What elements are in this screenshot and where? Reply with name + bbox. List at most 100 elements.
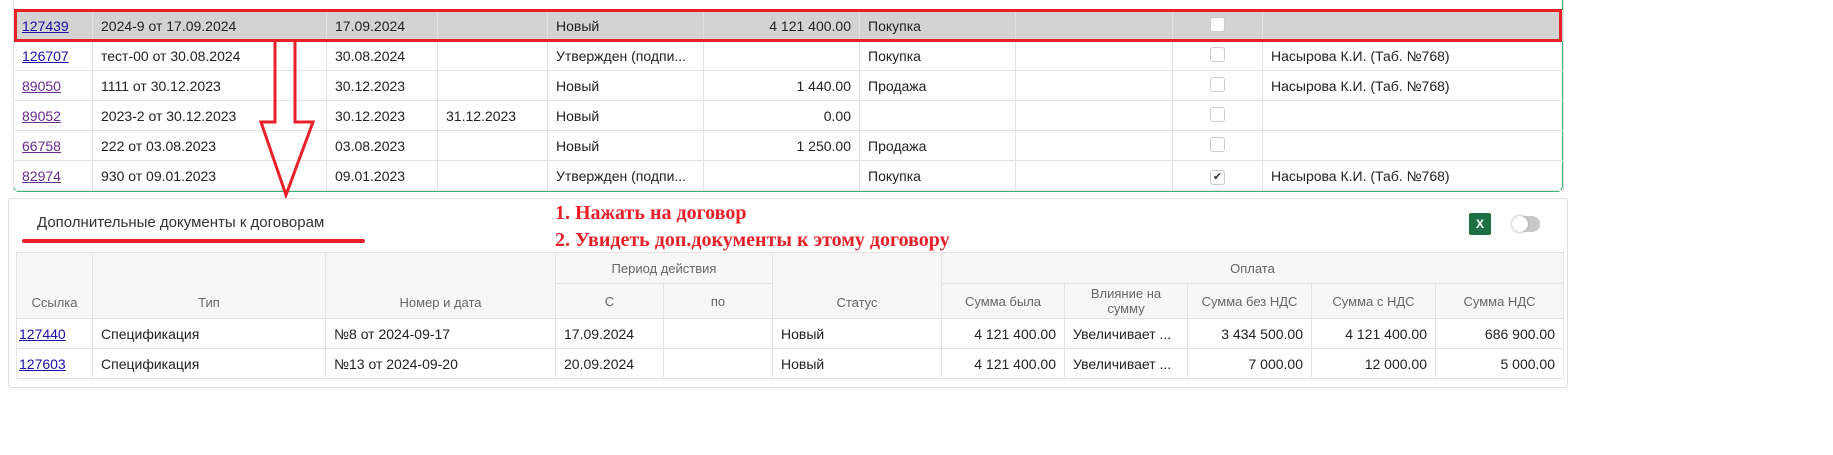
contract-link[interactable]: 126707 <box>22 47 69 64</box>
contract-row[interactable]: 89050 1111 от 30.12.2023 30.12.2023 Новы… <box>13 70 1564 101</box>
contract-link[interactable]: 89050 <box>22 77 61 94</box>
doc-effect: Увеличивает ... <box>1064 318 1188 349</box>
doc-sum-no-vat: 3 434 500.00 <box>1187 318 1312 349</box>
col-sum-was[interactable]: Сумма была <box>941 283 1065 319</box>
annotation-step-1: 1. Нажать на договор <box>555 202 747 224</box>
status: Утвержден (подпи... <box>547 160 704 191</box>
doc-vat: 686 900.00 <box>1435 318 1564 349</box>
date-to <box>437 130 548 161</box>
document-link[interactable]: 127603 <box>19 355 66 372</box>
extra <box>1015 70 1173 101</box>
row-checkbox[interactable] <box>1210 76 1225 92</box>
date-to <box>437 10 548 41</box>
responsible-person: Насырова К.И. (Таб. №768) <box>1262 40 1564 71</box>
date-to: 31.12.2023 <box>437 100 548 131</box>
document-row[interactable]: 127440 Спецификация №8 от 2024-09-17 17.… <box>16 318 1564 349</box>
doc-to <box>663 318 773 349</box>
amount: 1 250.00 <box>703 130 860 161</box>
additional-documents-table: Ссылка Тип Номер и дата Период действия … <box>16 252 1564 379</box>
doc-number-date: №13 от 2024-09-20 <box>325 348 556 379</box>
document-row[interactable]: 127603 Спецификация №13 от 2024-09-20 20… <box>16 348 1564 379</box>
contract-type: Продажа <box>859 70 1016 101</box>
contract-link[interactable]: 82974 <box>22 167 61 184</box>
row-checkbox[interactable]: ✔ <box>1210 169 1225 185</box>
panel-tab-title[interactable]: Дополнительные документы к договорам <box>37 214 325 231</box>
date-from: 30.12.2023 <box>326 70 438 101</box>
col-group-period: Период действия <box>555 252 773 284</box>
doc-type: Спецификация <box>92 318 326 349</box>
additional-documents-panel <box>8 198 1568 388</box>
extra <box>1015 160 1173 191</box>
contract-type: Продажа <box>859 130 1016 161</box>
contract-row[interactable]: 82974 930 от 09.01.2023 09.01.2023 Утвер… <box>13 160 1564 191</box>
contracts-table: 127439 2024-9 от 17.09.2024 17.09.2024 Н… <box>13 0 1564 191</box>
extra <box>1015 130 1173 161</box>
date-from: 03.08.2023 <box>326 130 438 161</box>
date-to <box>437 40 548 71</box>
date-to <box>437 160 548 191</box>
responsible-person <box>1262 100 1564 131</box>
doc-vat: 5 000.00 <box>1435 348 1564 379</box>
status: Утвержден (подпи... <box>547 40 704 71</box>
col-sum-no-vat[interactable]: Сумма без НДС <box>1187 283 1312 319</box>
row-checkbox[interactable] <box>1210 16 1225 32</box>
extra <box>1015 40 1173 71</box>
contract-type: Покупка <box>859 40 1016 71</box>
doc-sum-vat: 12 000.00 <box>1311 348 1436 379</box>
amount <box>703 40 860 71</box>
date-from: 09.01.2023 <box>326 160 438 191</box>
doc-number-date: №8 от 2024-09-17 <box>325 318 556 349</box>
col-group-payment: Оплата <box>941 252 1564 284</box>
doc-effect: Увеличивает ... <box>1064 348 1188 379</box>
status: Новый <box>547 70 704 101</box>
col-number-date[interactable]: Номер и дата <box>325 252 556 319</box>
extra <box>1015 10 1173 41</box>
contract-link[interactable]: 66758 <box>22 137 61 154</box>
annotation-arrow-icon <box>258 40 316 200</box>
document-link[interactable]: 127440 <box>19 325 66 342</box>
contract-type <box>859 100 1016 131</box>
selected-row-highlight <box>14 9 1562 42</box>
responsible-person <box>1262 130 1564 161</box>
amount: 0.00 <box>703 100 860 131</box>
annotation-step-2: 2. Увидеть доп.документы к этому договор… <box>555 229 950 251</box>
status: Новый <box>547 10 704 41</box>
contract-link[interactable]: 89052 <box>22 107 61 124</box>
col-type[interactable]: Тип <box>92 252 326 319</box>
doc-sum-was: 4 121 400.00 <box>941 348 1065 379</box>
doc-sum-vat: 4 121 400.00 <box>1311 318 1436 349</box>
doc-to <box>663 348 773 379</box>
amount: 4 121 400.00 <box>703 10 860 41</box>
col-status[interactable]: Статус <box>772 252 942 319</box>
col-vat[interactable]: Сумма НДС <box>1435 283 1564 319</box>
contract-type: Покупка <box>859 160 1016 191</box>
status: Новый <box>547 100 704 131</box>
doc-type: Спецификация <box>92 348 326 379</box>
date-from: 30.12.2023 <box>326 100 438 131</box>
row-checkbox[interactable] <box>1210 106 1225 122</box>
responsible-person: Насырова К.И. (Таб. №768) <box>1262 160 1564 191</box>
doc-sum-no-vat: 7 000.00 <box>1187 348 1312 379</box>
doc-status: Новый <box>772 348 942 379</box>
date-from: 30.08.2024 <box>326 40 438 71</box>
status: Новый <box>547 130 704 161</box>
excel-export-button[interactable]: X <box>1469 213 1491 235</box>
contract-name: 1111 от 30.12.2023 <box>92 70 327 101</box>
amount <box>703 160 860 191</box>
row-checkbox[interactable] <box>1210 136 1225 152</box>
contract-row[interactable]: 66758 222 от 03.08.2023 03.08.2023 Новый… <box>13 130 1564 161</box>
col-sum-vat[interactable]: Сумма с НДС <box>1311 283 1436 319</box>
doc-status: Новый <box>772 318 942 349</box>
responsible-person: Насырова К.И. (Таб. №768) <box>1262 70 1564 101</box>
col-to[interactable]: по <box>663 283 773 319</box>
col-link[interactable]: Ссылка <box>16 252 93 319</box>
doc-from: 17.09.2024 <box>555 318 664 349</box>
col-from[interactable]: С <box>555 283 664 319</box>
contract-row[interactable]: 126707 тест-00 от 30.08.2024 30.08.2024 … <box>13 40 1564 71</box>
row-checkbox[interactable] <box>1210 46 1225 62</box>
contract-name: 222 от 03.08.2023 <box>92 130 327 161</box>
doc-sum-was: 4 121 400.00 <box>941 318 1065 349</box>
contract-row[interactable]: 89052 2023-2 от 30.12.2023 30.12.2023 31… <box>13 100 1564 131</box>
toggle-switch[interactable] <box>1512 216 1540 232</box>
col-effect[interactable]: Влияние на сумму <box>1064 283 1188 319</box>
